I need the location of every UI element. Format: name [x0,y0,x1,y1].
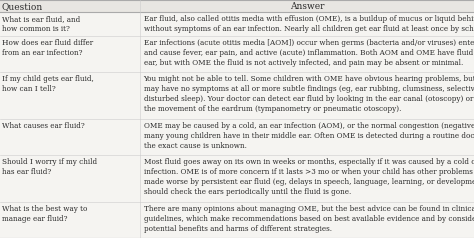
Text: OME may be caused by a cold, an ear infection (AOM), or the normal congestion (n: OME may be caused by a cold, an ear infe… [144,122,474,150]
Text: How does ear fluid differ
from an ear infection?: How does ear fluid differ from an ear in… [2,39,93,57]
Bar [0,36,474,72]
Bar [0,119,474,155]
Text: Answer: Answer [290,2,324,11]
Text: What is ear fluid, and
how common is it?: What is ear fluid, and how common is it? [2,15,80,33]
Text: There are many opinions about managing OME, but the best advice can be found in : There are many opinions about managing O… [144,205,474,233]
Bar [0,0,474,12]
Text: What is the best way to
manage ear fluid?: What is the best way to manage ear fluid… [2,205,87,223]
Text: Ear fluid, also called otitis media with effusion (OME), is a buildup of mucus o: Ear fluid, also called otitis media with… [144,15,474,33]
Text: You might not be able to tell. Some children with OME have obvious hearing probl: You might not be able to tell. Some chil… [144,74,474,113]
Text: Most fluid goes away on its own in weeks or months, especially if it was caused : Most fluid goes away on its own in weeks… [144,158,474,196]
Bar [0,202,474,238]
Text: What causes ear fluid?: What causes ear fluid? [2,122,85,130]
Text: Ear infections (acute otitis media [AOM]) occur when germs (bacteria and/or viru: Ear infections (acute otitis media [AOM]… [144,39,474,67]
Bar [0,155,474,202]
Text: Should I worry if my child
has ear fluid?: Should I worry if my child has ear fluid… [2,158,97,176]
Text: If my child gets ear fluid,
how can I tell?: If my child gets ear fluid, how can I te… [2,74,94,93]
Text: Question: Question [2,2,43,11]
Bar [0,72,474,119]
Bar [0,12,474,36]
